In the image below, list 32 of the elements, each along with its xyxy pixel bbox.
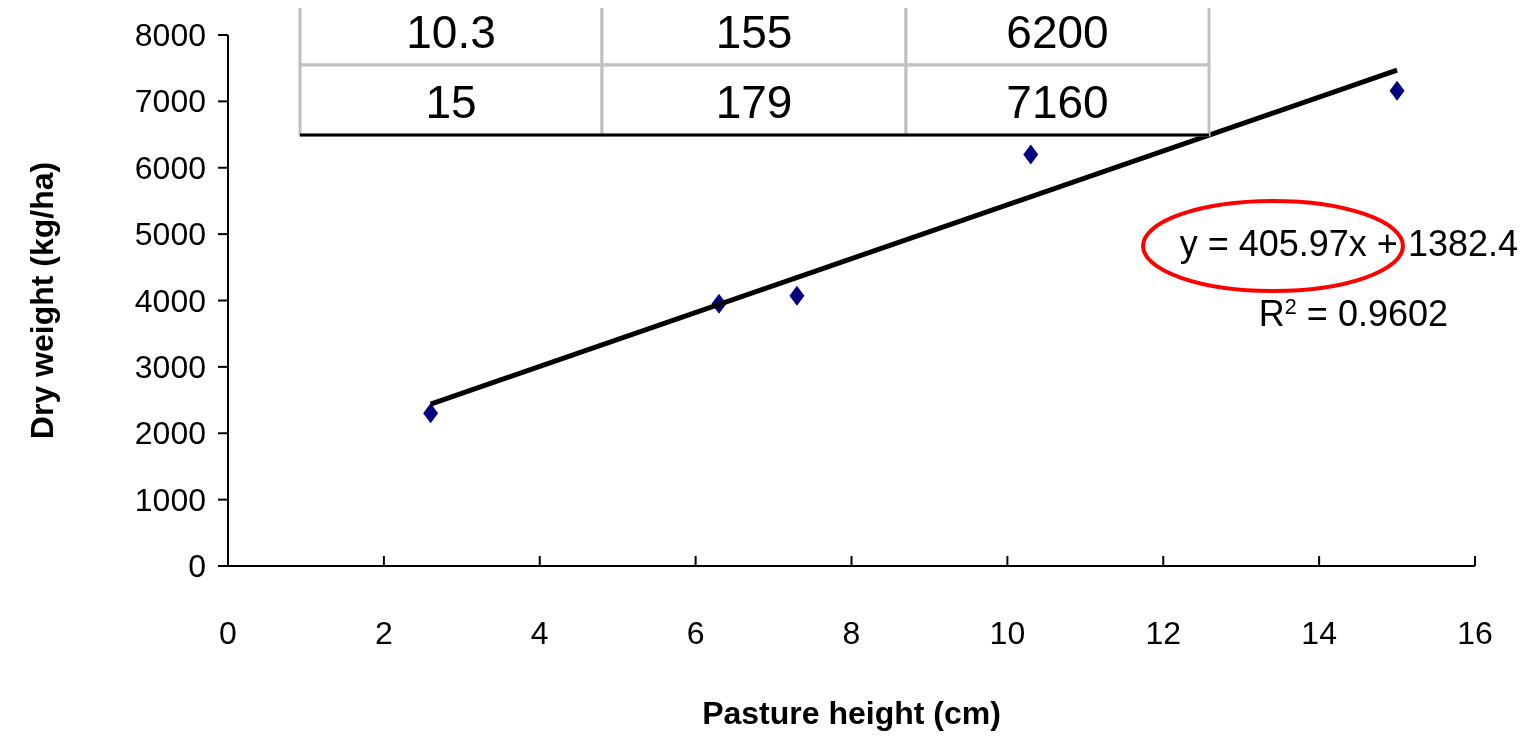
annotation: 7160 (1006, 76, 1109, 128)
x-tick-label: 0 (219, 615, 237, 651)
x-tick-label: 16 (1457, 615, 1493, 651)
x-tick-label: 8 (842, 615, 861, 651)
annotation: 155 (715, 6, 793, 58)
point (1023, 144, 1039, 165)
annotation: 6200 (1006, 6, 1109, 58)
point (1389, 80, 1405, 101)
x-tick-label: 12 (1145, 615, 1182, 651)
y-tick-label: 0 (188, 548, 206, 584)
y-tick-label: 8000 (134, 17, 206, 53)
x-tick-label: 14 (1301, 615, 1337, 651)
annotation: 15 (425, 76, 477, 128)
y-tick-label: 6000 (134, 149, 206, 186)
annotation: R$^{2}$ = 0.9602 (1258, 293, 1448, 334)
y-tick-label: 4000 (134, 282, 206, 319)
y-tick-label: 7000 (134, 83, 206, 120)
point (789, 285, 805, 306)
annotation: 179 (715, 76, 793, 128)
x-tick-label: 10 (989, 615, 1026, 651)
x-tick-label: 4 (530, 615, 549, 651)
y-tick-label: 2000 (134, 415, 206, 452)
y-axis-title: Dry weight (kg/ha) (24, 161, 60, 440)
y-tick-label: 1000 (134, 481, 206, 518)
x-tick-label: 2 (374, 615, 393, 651)
x-axis-title: Pasture height (cm) (702, 695, 1001, 731)
y-tick-label: 3000 (134, 348, 206, 385)
y-tick-label: 5000 (134, 216, 206, 253)
point (423, 403, 439, 424)
annotation: 10.3 (406, 6, 496, 58)
annotation: y = 405.97x + 1382.4 (1179, 223, 1518, 264)
x-tick-label: 6 (686, 615, 705, 651)
